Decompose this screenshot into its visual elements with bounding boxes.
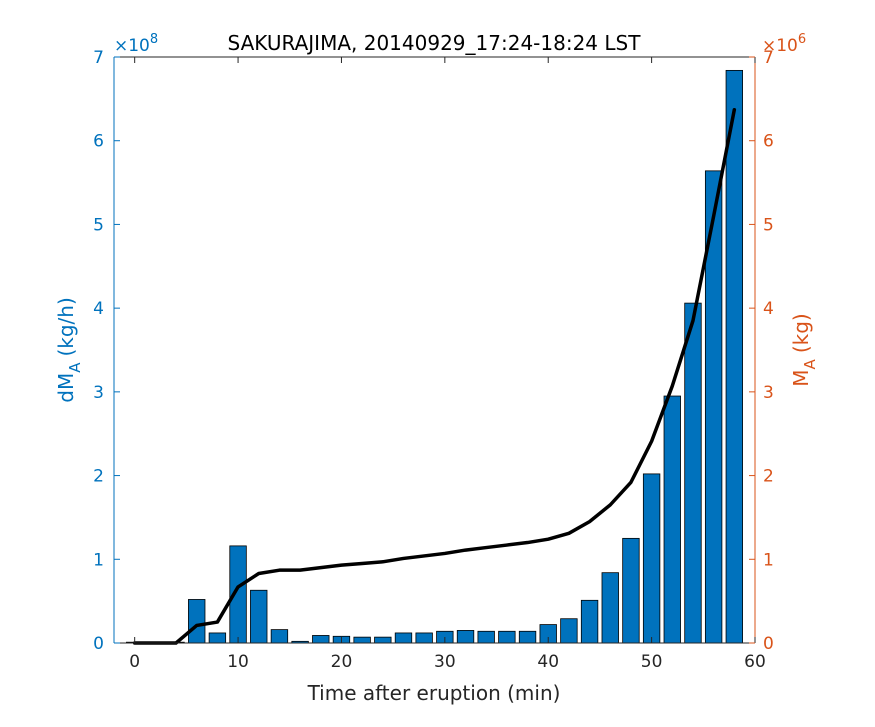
bar-14 <box>415 632 433 644</box>
left-y-tick-label-2: 2 <box>93 467 104 487</box>
x-tick-label-0: 0 <box>129 652 140 672</box>
right-y-tick-label-6: 6 <box>763 132 774 152</box>
chart-title: SAKURAJIMA, 20140929_17:24-18:24 LST <box>228 31 642 55</box>
bar-19 <box>518 630 537 644</box>
bar-16 <box>456 630 475 644</box>
right-y-tick-label-0: 0 <box>763 634 774 654</box>
right-y-label-main: M <box>789 369 813 386</box>
bar-3 <box>188 599 206 644</box>
bar-7 <box>270 629 289 644</box>
left-y-label-sub: A <box>66 362 84 373</box>
left-y-tick-label-0: 0 <box>93 634 104 654</box>
left-y-tick-label-5: 5 <box>93 215 104 235</box>
right-y-tick-label-7: 7 <box>763 48 774 68</box>
bar-18 <box>498 630 516 644</box>
x-axis-label: Time after eruption (min) <box>307 681 561 705</box>
bar-13 <box>394 632 413 644</box>
left-y-tick-label-3: 3 <box>93 383 104 403</box>
right-y-axis-label: MA (kg) <box>789 313 819 386</box>
right-exponent-label: ×106 <box>762 32 806 56</box>
line-layer <box>132 107 737 645</box>
bar-25 <box>642 473 661 644</box>
bar-9 <box>312 635 330 644</box>
bar-29 <box>725 69 743 644</box>
right-exponent-power: 6 <box>798 32 806 47</box>
bars-layer <box>126 69 743 644</box>
right-y-tick-label-3: 3 <box>763 383 774 403</box>
x-tick-label-1: 10 <box>227 652 249 672</box>
left-y-tick-label-7: 7 <box>93 48 104 68</box>
x-tick-label-6: 60 <box>744 652 766 672</box>
left-y-tick-label-1: 1 <box>93 550 104 570</box>
right-exponent-base: ×10 <box>762 36 798 56</box>
right-y-tick-label-5: 5 <box>763 215 774 235</box>
bar-17 <box>477 630 495 644</box>
right-y-label-sub: A <box>801 358 819 369</box>
left-exponent-label: ×108 <box>114 32 158 56</box>
left-y-tick-label-6: 6 <box>93 132 104 152</box>
x-tick-label-4: 40 <box>537 652 559 672</box>
right-y-tick-label-1: 1 <box>763 550 774 570</box>
right-y-tick-label-4: 4 <box>763 299 774 319</box>
x-tick-label-3: 30 <box>434 652 456 672</box>
bar-26 <box>663 395 681 644</box>
left-exponent-power: 8 <box>150 32 158 47</box>
left-y-tick-label-4: 4 <box>93 299 104 319</box>
left-y-axis-label: dMA (kg/h) <box>54 297 84 403</box>
left-y-label-unit: (kg/h) <box>54 297 78 356</box>
left-exponent-base: ×10 <box>114 36 150 56</box>
bar-4 <box>208 632 227 644</box>
bar-21 <box>560 618 578 644</box>
right-y-label-unit: (kg) <box>789 313 813 353</box>
right-y-tick-label-2: 2 <box>763 467 774 487</box>
bar-11 <box>353 636 371 644</box>
x-tick-label-2: 20 <box>331 652 353 672</box>
left-y-label-main: dM <box>54 373 78 403</box>
bar-23 <box>601 572 619 644</box>
bar-22 <box>580 599 599 644</box>
cumulative-mass-line <box>132 107 737 645</box>
x-tick-label-5: 50 <box>641 652 663 672</box>
bar-27 <box>684 302 702 644</box>
bar-12 <box>374 636 392 644</box>
bar-6 <box>250 589 268 644</box>
bar-24 <box>622 537 640 644</box>
